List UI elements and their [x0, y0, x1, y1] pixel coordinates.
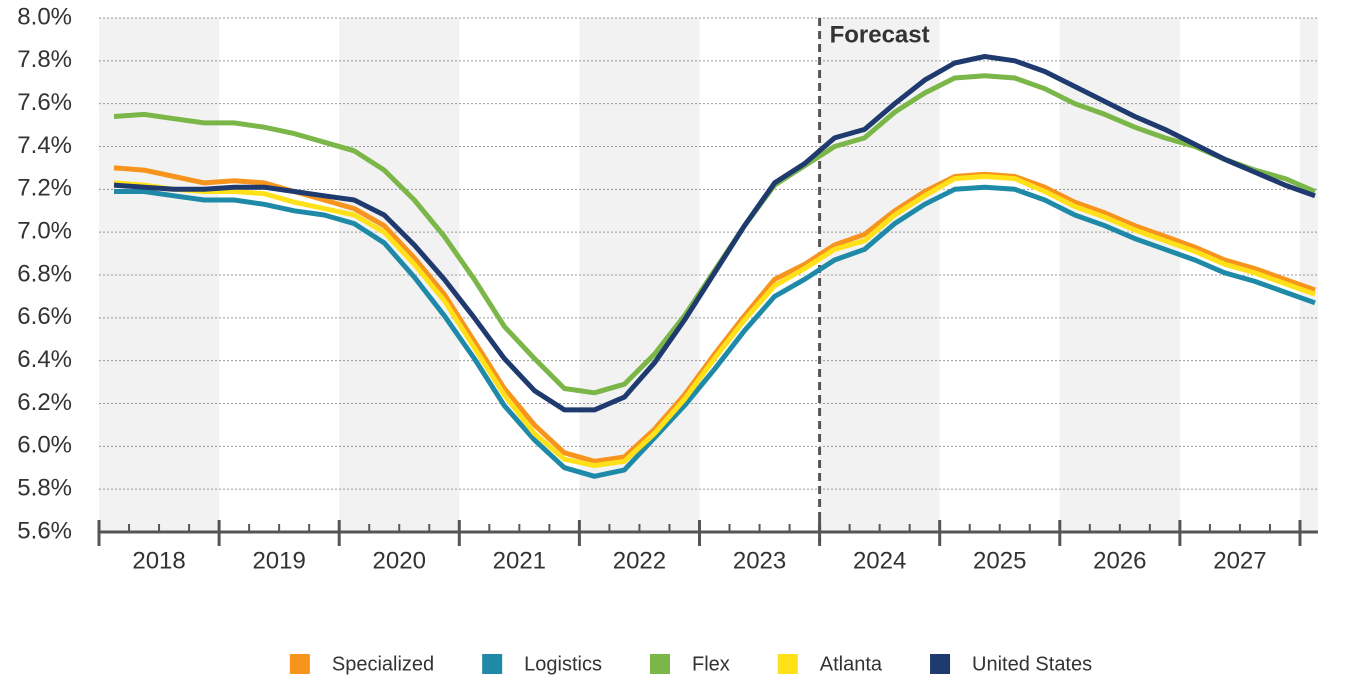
legend: Specialized Logistics Flex Atlanta United St…: [289, 653, 1092, 675]
series-line: [113, 174, 1316, 469]
series-line: [113, 54, 1316, 413]
legend-label: Flex: [692, 653, 730, 675]
legend-swatch: [930, 654, 951, 674]
legend-label: Specialized: [332, 653, 434, 675]
legend-label: Logistics: [524, 653, 602, 675]
y-tick-label: 6.0%: [17, 432, 72, 459]
y-tick-label: 6.8%: [17, 260, 72, 287]
forecast-label: Forecast: [830, 21, 930, 48]
x-tick-label: 2020: [373, 547, 426, 574]
y-tick-label: 8.0%: [17, 3, 72, 30]
x-tick-label: 2021: [493, 547, 546, 574]
legend-swatch: [482, 654, 503, 674]
x-tick-label: 2027: [1213, 547, 1266, 574]
legend-swatch: [289, 654, 310, 674]
legend-label: Atlanta: [820, 653, 883, 675]
x-tick-label: 2025: [973, 547, 1026, 574]
x-tick-label: 2024: [853, 547, 906, 574]
legend-swatch: [777, 654, 798, 674]
y-tick-label: 5.6%: [17, 517, 72, 544]
series-line: [114, 184, 1316, 479]
x-tick-label: 2019: [252, 547, 305, 574]
y-tick-label: 6.4%: [17, 346, 72, 373]
x-tick-label: 2023: [733, 547, 786, 574]
x-tick-label: 2018: [132, 547, 185, 574]
y-tick-label: 7.4%: [17, 132, 72, 159]
y-tick-label: 7.2%: [17, 175, 72, 202]
series-line: [113, 165, 1316, 464]
x-tick-label: 2026: [1093, 547, 1146, 574]
y-tick-label: 7.6%: [17, 89, 72, 116]
y-tick-label: 7.8%: [17, 46, 72, 73]
y-tick-label: 6.2%: [17, 389, 72, 416]
y-tick-label: 5.8%: [17, 475, 72, 502]
y-tick-label: 6.6%: [17, 303, 72, 330]
x-tick-label: 2022: [613, 547, 666, 574]
legend-label: United States: [972, 653, 1092, 675]
y-tick-label: 7.0%: [17, 218, 72, 245]
legend-swatch: [649, 654, 670, 674]
